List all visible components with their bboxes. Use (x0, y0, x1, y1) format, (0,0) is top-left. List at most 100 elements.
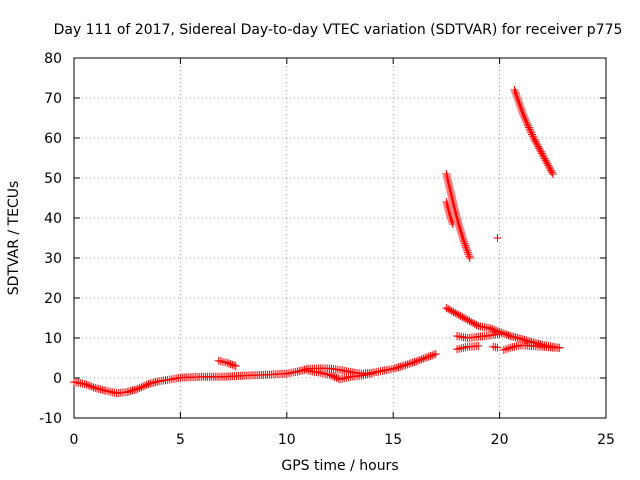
data-point-marker (535, 144, 544, 153)
data-point-marker (512, 92, 521, 100)
data-point-marker (390, 364, 399, 373)
data-point-marker (515, 100, 524, 108)
data-point-marker (82, 380, 91, 389)
data-point-marker (465, 317, 474, 325)
data-point-marker (525, 125, 534, 134)
data-point-marker (428, 351, 437, 360)
y-tick-label: 20 (44, 291, 62, 307)
data-point-marker (389, 364, 398, 373)
data-point-marker (403, 360, 412, 369)
data-point-marker (401, 361, 410, 369)
data-point-marker (519, 112, 528, 120)
data-point-marker (443, 204, 452, 212)
data-point-marker (399, 361, 408, 370)
data-point-marker (541, 156, 550, 165)
data-point-marker (135, 384, 144, 392)
data-point-marker (465, 254, 474, 262)
data-point-marker (464, 250, 473, 259)
data-point-marker (526, 127, 535, 135)
data-point-marker (514, 96, 523, 104)
data-point-marker (456, 226, 465, 234)
data-point-marker (511, 90, 520, 98)
data-point-marker (518, 108, 527, 116)
x-tick-label: 25 (597, 432, 615, 448)
data-point-marker (516, 102, 525, 110)
data-point-marker (513, 94, 522, 102)
data-point-marker (539, 152, 548, 161)
data-point-marker (555, 344, 564, 352)
data-point-marker (460, 314, 469, 322)
data-point-marker (85, 382, 94, 390)
data-point-marker (514, 98, 523, 106)
data-point-marker (130, 385, 139, 394)
data-point-marker (537, 149, 546, 158)
data-point-marker (545, 163, 554, 172)
x-tick-label: 20 (491, 432, 509, 448)
data-point-marker (546, 164, 555, 173)
data-point-marker (521, 116, 530, 124)
data-point-marker (230, 361, 239, 370)
data-point-marker (445, 210, 454, 218)
data-point-marker (547, 168, 556, 177)
data-point-marker (524, 121, 533, 130)
data-point-marker (446, 212, 455, 220)
data-point-marker (493, 343, 502, 352)
x-axis-label: GPS time / hours (281, 458, 398, 474)
data-point-marker (223, 358, 232, 367)
data-point-marker (544, 161, 553, 170)
data-point-marker (472, 321, 481, 329)
data-point-marker (511, 88, 520, 96)
data-point-marker (139, 382, 148, 391)
data-point-marker (231, 362, 240, 370)
data-point-marker (137, 383, 146, 392)
x-tick-label: 15 (384, 432, 402, 448)
data-point-marker (532, 139, 541, 148)
data-point-marker (470, 320, 479, 328)
data-point-marker (530, 135, 539, 144)
series-segment-18-20h (453, 330, 504, 342)
series-segment-18-19h-low (453, 342, 483, 354)
data-point-marker (422, 353, 431, 362)
data-point-marker (414, 356, 423, 365)
data-point-marker (458, 232, 467, 240)
data-point-marker (533, 140, 542, 149)
y-tick-label: 70 (44, 91, 62, 107)
data-point-marker (367, 369, 376, 378)
data-point-marker (226, 360, 235, 369)
data-point-marker (540, 154, 549, 163)
data-point-marker (447, 307, 456, 315)
data-point-marker (460, 239, 469, 248)
data-point-marker (543, 159, 552, 168)
data-point-marker (330, 373, 339, 381)
data-point-marker (538, 151, 547, 160)
data-point-marker (133, 384, 142, 393)
data-point-marker (415, 356, 424, 364)
data-point-marker (448, 220, 457, 228)
series-short-segment-7h (214, 356, 240, 370)
data-point-marker (460, 237, 469, 246)
data-point-marker (456, 228, 465, 236)
data-point-marker (453, 310, 462, 318)
data-point-marker (528, 132, 537, 141)
data-point-marker (327, 371, 336, 380)
data-point-marker (394, 363, 403, 372)
data-point-marker (444, 206, 453, 214)
data-point-marker (325, 370, 334, 379)
data-point-marker (445, 306, 454, 314)
data-point-marker (534, 142, 543, 151)
data-point-marker (529, 134, 538, 142)
data-point-marker (499, 329, 508, 338)
data-point-marker (463, 316, 472, 324)
data-point-marker (455, 222, 464, 230)
data-point-marker (332, 373, 341, 382)
data-point-marker (524, 123, 533, 132)
y-axis-label: SDTVAR / TECUs (6, 181, 22, 296)
data-point-marker (463, 246, 472, 255)
data-point-marker (444, 305, 453, 313)
data-point-marker (467, 318, 476, 326)
data-point-marker (516, 104, 525, 112)
data-point-marker (499, 346, 508, 354)
data-point-marker (462, 245, 471, 253)
series-steep-20.7-22.5h (510, 86, 557, 178)
